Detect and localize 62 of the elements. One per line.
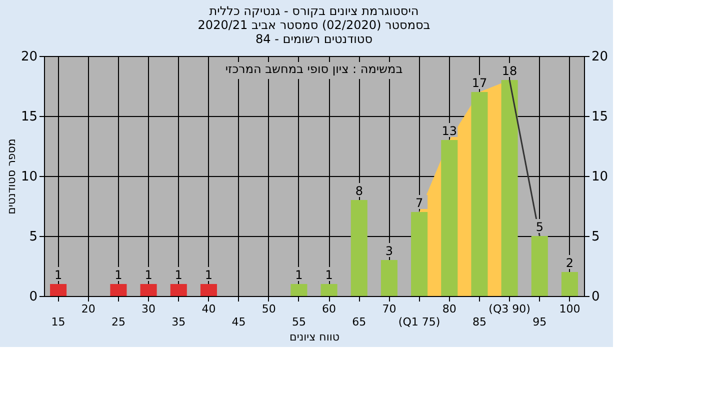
bar [471,92,488,296]
y2-tick-label: 5 [592,230,600,244]
data-label: 5 [536,220,544,234]
bar [170,284,187,296]
bar [531,236,548,296]
x-tick-label: 40 [202,302,216,316]
data-label: 7 [415,196,424,210]
bar [411,212,428,296]
data-label: 17 [472,76,488,90]
y2-tick-label: 20 [592,50,608,64]
x-tick-label: 35 [172,316,186,328]
x-tick-label: 25 [111,316,126,328]
x-tick-label: 70 [382,302,396,316]
x-tick-label: 30 [142,302,156,316]
bar [140,284,157,296]
data-label: 1 [114,268,122,282]
x-tick-label: (Q3 90) [488,302,530,316]
x-tick-label: 65 [352,316,366,328]
data-label: 1 [54,268,62,282]
bar [561,272,578,296]
annotation: במשימה : ציון סופי במחשב המרכזי [225,62,403,76]
bar [50,284,67,296]
x-tick-label: (Q1 75) [398,316,440,328]
y-tick-label: 5 [29,230,38,244]
data-label: 1 [295,268,303,282]
data-label: 3 [385,244,394,258]
bar [441,140,458,296]
x-tick-label: 55 [292,316,306,328]
x-axis-title: טווח ציונים [290,330,340,344]
data-label: 13 [442,124,458,138]
chart-title: היסטוגרמת ציונים בקורס - גנטיקה כללית בסמסטר (02/2020) סמסטר אביב 2020/21 סטודנטים רשומים - 84 [198,4,430,46]
bar [200,284,217,296]
y-tick-label: 0 [29,290,38,304]
data-label: 1 [325,268,333,282]
y2-tick-label: 10 [592,170,608,184]
x-tick-label: 50 [262,302,276,316]
bar [501,80,518,296]
x-tick-label: 60 [322,302,336,316]
bar [380,260,398,296]
x-tick-label: 80 [442,302,456,316]
x-tick-label: 85 [472,316,486,328]
data-label: 18 [502,64,518,78]
data-label: 1 [144,268,152,282]
y2-tick-label: 15 [592,110,608,124]
x-tick-label: 45 [232,316,246,328]
data-label: 1 [204,268,213,282]
bar [320,284,338,296]
x-tick-label: 100 [559,302,580,316]
x-tick-label: 20 [81,302,96,316]
data-label: 2 [566,256,574,270]
y-tick-label: 10 [20,170,38,184]
y2-tick-label: 0 [592,290,600,304]
bar [350,200,368,296]
y-tick-label: 15 [20,110,38,124]
y-axis-title: מספר סטודנטים [4,138,18,214]
data-label: 8 [355,184,363,198]
bar [110,284,127,296]
x-tick-label: 95 [532,316,547,328]
x-tick-label: 15 [51,316,66,328]
data-label: 1 [174,268,182,282]
y-tick-label: 20 [20,50,38,64]
bar [290,284,308,296]
